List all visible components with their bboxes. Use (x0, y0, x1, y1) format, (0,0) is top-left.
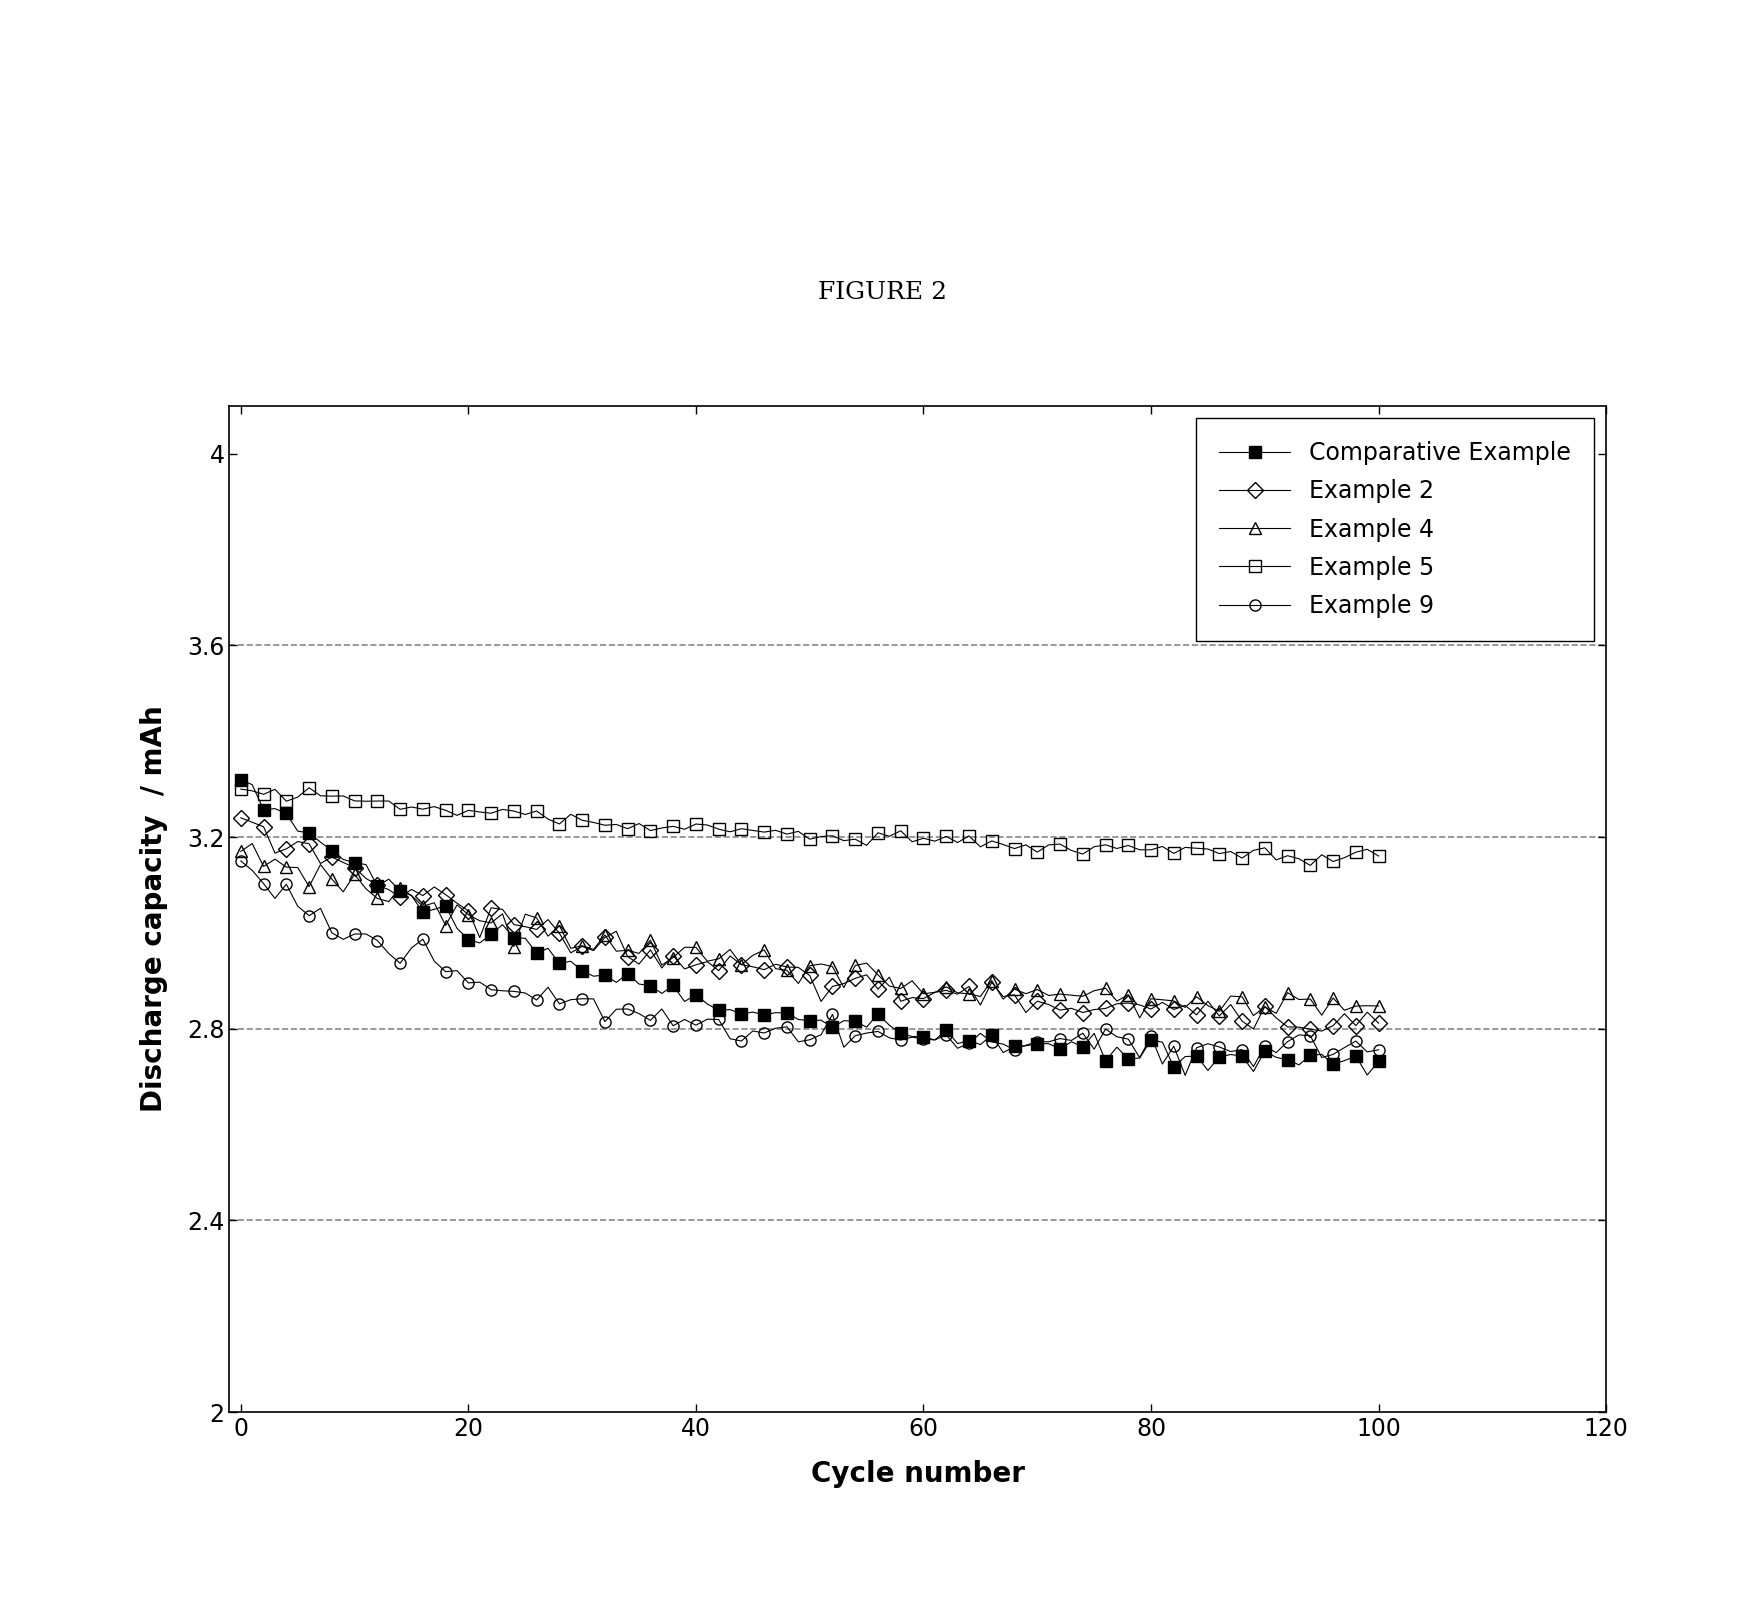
Example 9 (515, 984, 536, 1003)
Example 9 (912, 1029, 933, 1048)
Example 2 (1367, 1013, 1388, 1032)
Comparative Example (1083, 1024, 1104, 1044)
Example 4 (242, 834, 263, 854)
Line: Example 5: Example 5 (235, 782, 1383, 872)
Example 2 (515, 917, 536, 936)
Example 4 (764, 959, 785, 979)
Example 4 (526, 909, 547, 928)
Legend: Comparative Example, Example 2, Example 4, Example 5, Example 9: Comparative Example, Example 2, Example … (1194, 417, 1593, 641)
Example 5 (924, 831, 946, 850)
Example 5 (229, 779, 250, 799)
Example 2 (1027, 992, 1048, 1011)
Example 4 (924, 982, 946, 1001)
Example 5 (321, 787, 342, 807)
Comparative Example (1027, 1034, 1048, 1053)
Example 5 (1367, 846, 1388, 865)
Comparative Example (1367, 1052, 1388, 1071)
Example 2 (1311, 1021, 1332, 1040)
Comparative Example (1357, 1065, 1378, 1084)
X-axis label: Cycle number: Cycle number (810, 1461, 1025, 1488)
Example 5 (764, 821, 785, 841)
Comparative Example (229, 769, 250, 789)
Y-axis label: Discharge capacity  / mAh: Discharge capacity / mAh (139, 706, 168, 1112)
Example 4 (321, 870, 342, 889)
Line: Example 2: Example 2 (235, 812, 1383, 1037)
Example 5 (298, 777, 319, 797)
Example 4 (1367, 997, 1388, 1016)
Example 4 (1094, 979, 1115, 998)
Example 2 (229, 808, 250, 828)
Example 4 (229, 842, 250, 862)
Comparative Example (753, 1005, 774, 1024)
Example 2 (310, 854, 332, 873)
Example 5 (526, 802, 547, 821)
Example 9 (310, 899, 332, 919)
Example 9 (229, 850, 250, 870)
Example 9 (1083, 1039, 1104, 1058)
Example 9 (753, 1022, 774, 1042)
Example 2 (753, 959, 774, 979)
Comparative Example (515, 928, 536, 948)
Example 4 (1037, 985, 1058, 1005)
Text: FIGURE 2: FIGURE 2 (817, 281, 947, 304)
Line: Comparative Example: Comparative Example (235, 774, 1383, 1081)
Example 5 (1298, 855, 1319, 875)
Example 2 (912, 988, 933, 1008)
Line: Example 4: Example 4 (235, 837, 1383, 1024)
Example 2 (1083, 1000, 1104, 1019)
Example 9 (1173, 1066, 1194, 1086)
Comparative Example (310, 833, 332, 852)
Example 9 (1027, 1032, 1048, 1052)
Example 4 (1129, 1008, 1150, 1027)
Example 9 (1367, 1040, 1388, 1060)
Example 5 (1037, 836, 1058, 855)
Line: Example 9: Example 9 (235, 855, 1383, 1081)
Example 5 (1094, 836, 1115, 855)
Comparative Example (912, 1027, 933, 1047)
